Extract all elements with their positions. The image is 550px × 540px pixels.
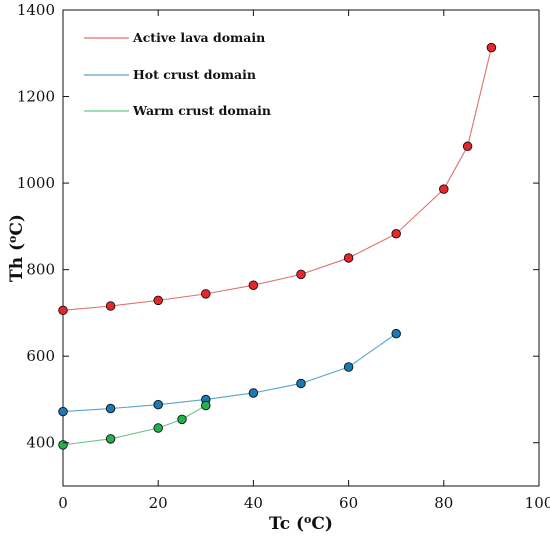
data-point	[248, 280, 259, 290]
legend-label: Hot crust domain	[133, 67, 256, 82]
y-tick-label: 400	[26, 434, 55, 452]
y-axis-title-superscript: o	[6, 236, 19, 243]
data-point	[486, 42, 497, 53]
y-axis-title: Th (oC)	[6, 214, 28, 282]
series-line	[62, 333, 397, 413]
data-point	[201, 400, 211, 411]
y-tick-label: 1200	[17, 88, 55, 106]
x-tick-label: 40	[244, 494, 263, 512]
y-tick-label: 600	[26, 347, 55, 365]
plot-area	[62, 9, 540, 487]
series-2	[58, 328, 401, 417]
data-point	[343, 253, 354, 263]
data-point	[105, 403, 116, 414]
y-tick-label: 800	[26, 261, 55, 279]
data-point	[248, 388, 259, 398]
series-3	[58, 400, 211, 450]
legend: Active lava domain Hot crust domain Warm c…	[84, 30, 271, 118]
legend-label: Active lava domain	[132, 30, 265, 45]
x-axis-title: Tc (oC)	[269, 513, 333, 535]
x-tick-label: 60	[339, 494, 358, 512]
x-tick-label: 100	[525, 494, 550, 512]
x-tick-label: 80	[434, 494, 453, 512]
data-point	[58, 406, 68, 417]
data-point	[153, 423, 163, 433]
y-tick-label: 1000	[17, 174, 55, 192]
x-tick-label: 0	[58, 494, 68, 512]
data-point	[391, 328, 401, 339]
data-point	[153, 295, 163, 306]
data-point	[58, 440, 68, 450]
data-point	[177, 414, 187, 425]
data-point	[462, 141, 473, 152]
data-point	[105, 434, 116, 444]
data-point	[153, 399, 163, 410]
data-point	[201, 289, 211, 299]
data-point	[439, 184, 449, 194]
data-point	[58, 305, 68, 316]
y-tick-label: 1400	[17, 1, 55, 19]
data-point	[296, 269, 306, 280]
x-tick-label: 20	[149, 494, 168, 512]
y-axis-title-tail: C)	[7, 214, 27, 236]
data-point	[343, 362, 354, 372]
data-point	[296, 378, 306, 389]
x-axis-title-superscript: o	[304, 513, 311, 526]
series-layer	[58, 42, 497, 450]
data-point	[105, 301, 116, 311]
x-axis-title-tail: C)	[311, 514, 333, 534]
ticks-layer: 0 20 40 60 80 100 400 600 800 1000 1200 1400	[17, 1, 550, 512]
x-axis-title-base: Tc (	[269, 514, 304, 534]
series-1	[58, 42, 497, 316]
data-point	[391, 228, 401, 239]
y-axis-title-base: Th (	[7, 243, 27, 282]
legend-label: Warm crust domain	[132, 103, 271, 118]
